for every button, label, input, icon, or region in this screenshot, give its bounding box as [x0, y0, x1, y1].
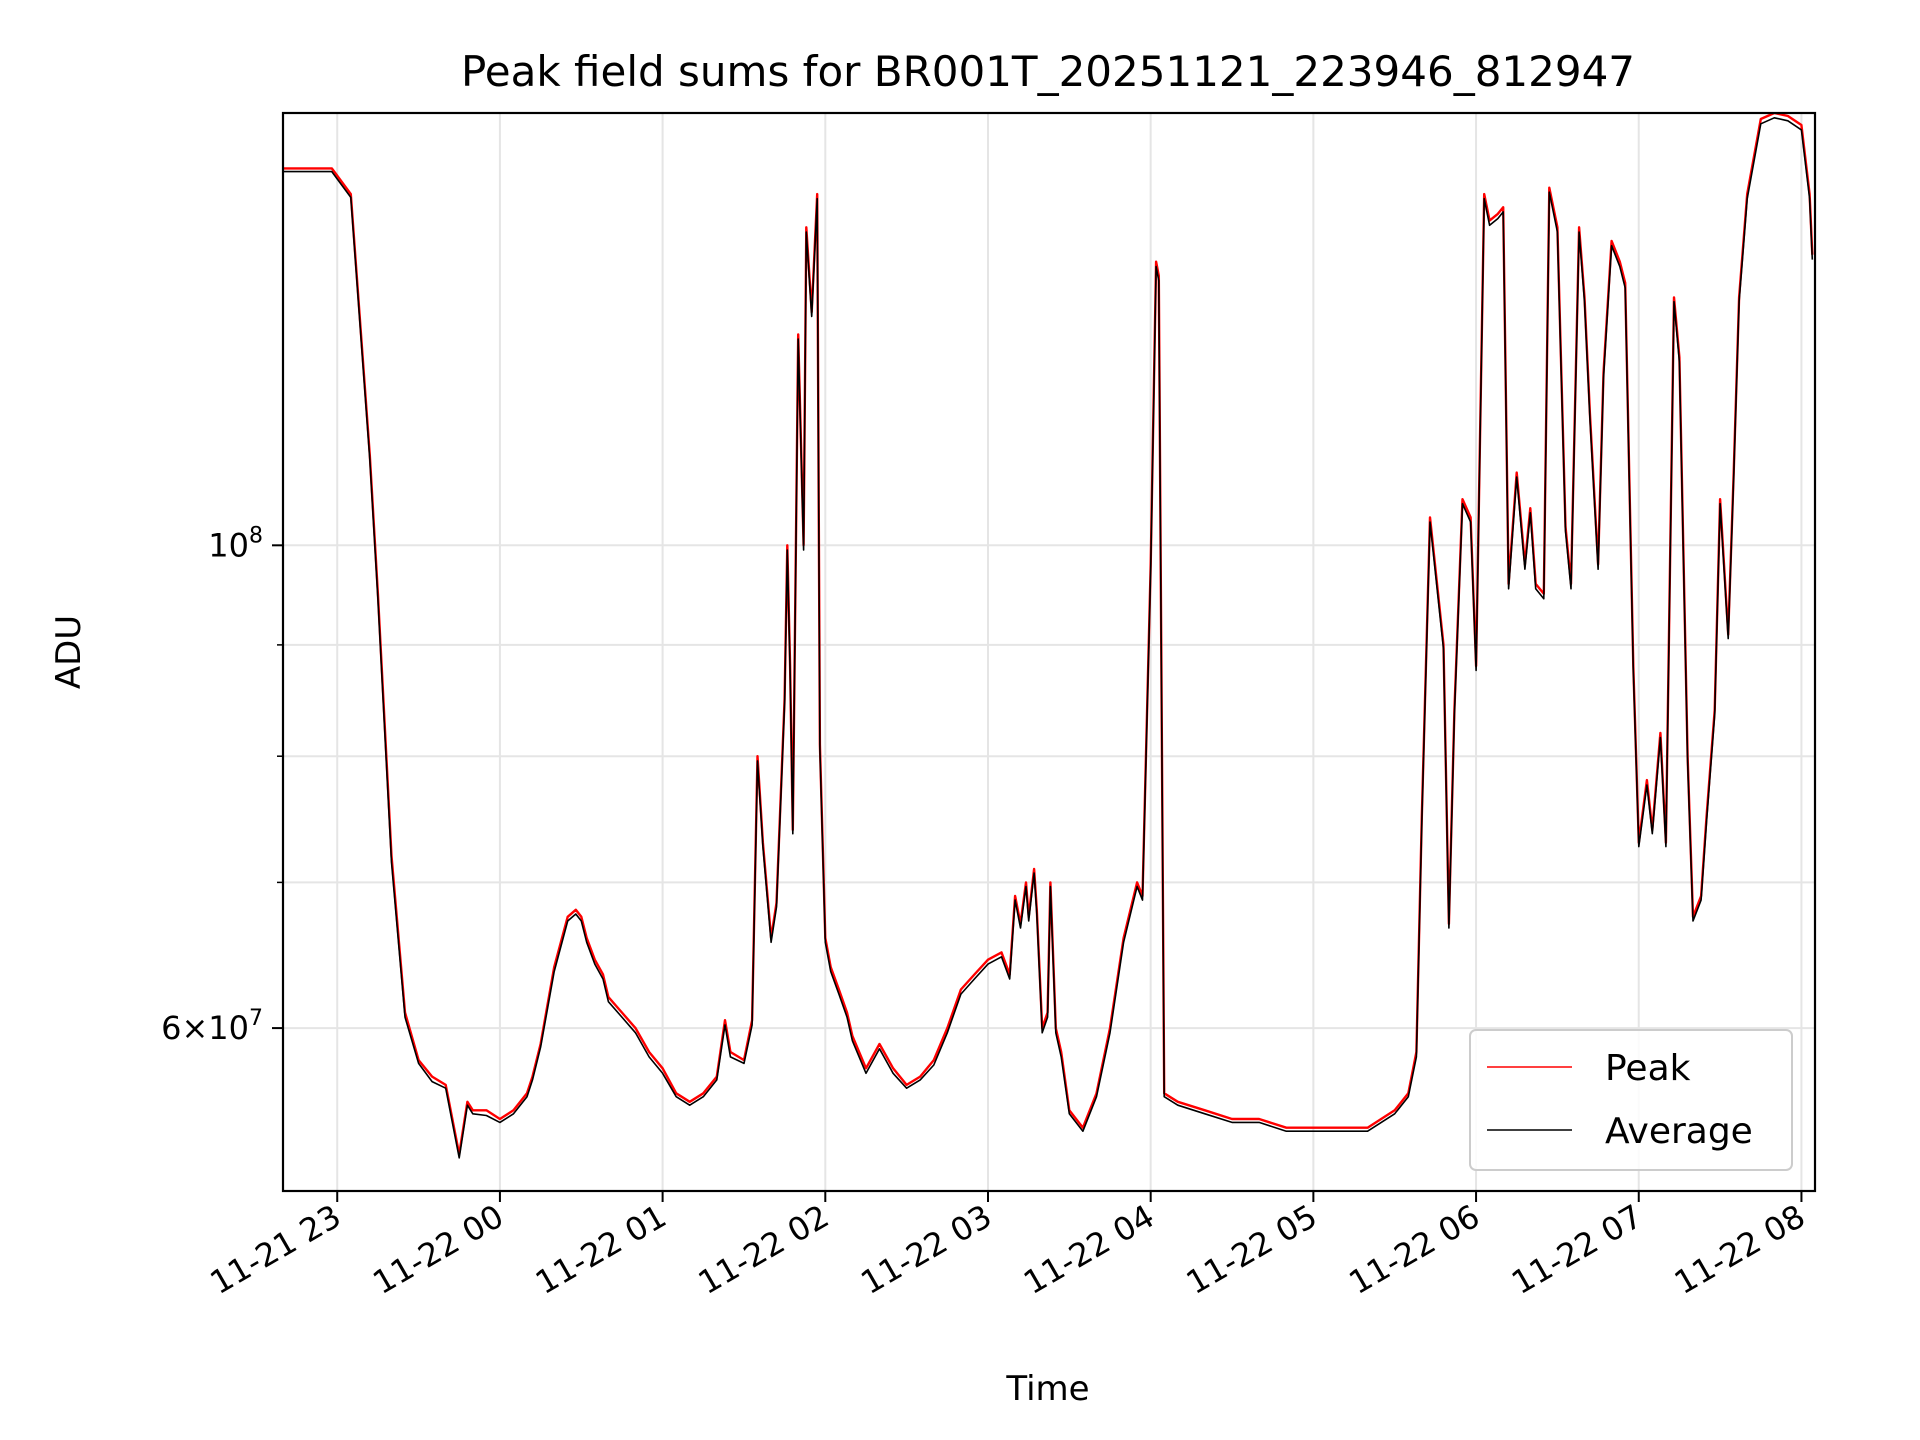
y-axis: 6×107 108	[161, 523, 283, 1047]
legend-average-label: Average	[1605, 1111, 1753, 1152]
y-tick-label: 108	[208, 523, 263, 564]
series-line-average	[283, 117, 1814, 1159]
legend-box	[1469, 1029, 1793, 1171]
series-layer	[283, 113, 1814, 1159]
y-axis-label: ADU	[49, 615, 89, 689]
y-tick-label: 6×107	[161, 1006, 263, 1047]
chart-title: Peak field sums for BR001T_20251121_2239…	[461, 47, 1635, 96]
grid	[283, 113, 1815, 1191]
legend-peak-label: Peak	[1605, 1048, 1691, 1089]
legend: Peak Average	[1469, 1029, 1793, 1171]
series-line-peak	[283, 113, 1814, 1156]
x-axis-label: Time	[1005, 1369, 1089, 1409]
plot-frame	[281, 111, 1817, 1193]
